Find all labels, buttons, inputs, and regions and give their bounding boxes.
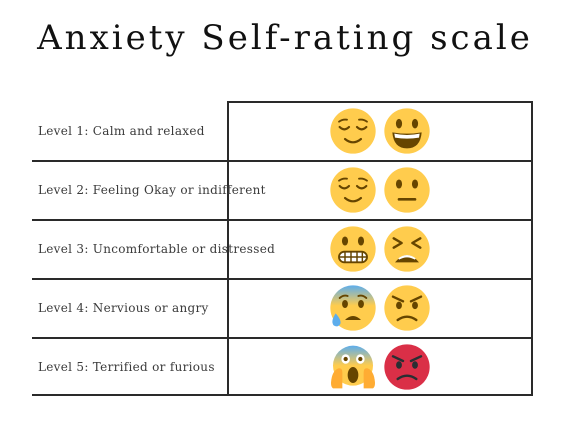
table-divider-2 — [32, 219, 532, 221]
neutral-face-icon — [383, 167, 430, 213]
level-4-label: Level 4: Nervious or angry — [38, 301, 209, 315]
level-5-label: Level 5: Terrified or furious — [38, 360, 215, 374]
anxious-sweat-face-icon — [329, 285, 376, 331]
level-2-label: Level 2: Feeling Okay or indifferent — [38, 183, 266, 197]
level-1-emojis — [228, 102, 531, 160]
table-divider-3 — [32, 278, 532, 280]
level-4-emojis — [228, 279, 531, 337]
relieved-face-icon — [329, 108, 376, 154]
table-divider-1 — [32, 160, 532, 162]
table-column-divider — [227, 101, 229, 396]
table-border-right — [531, 101, 533, 396]
level-3-label: Level 3: Uncomfortable or distressed — [38, 242, 276, 256]
level-5-emojis — [228, 338, 531, 396]
level-1-label: Level 1: Calm and relaxed — [38, 124, 205, 138]
grinning-face-icon — [383, 108, 430, 154]
table-border-top — [228, 101, 532, 103]
table-border-bottom — [32, 394, 532, 396]
page-title: Anxiety Self-rating scale — [37, 18, 533, 58]
angry-face-icon — [383, 285, 430, 331]
table-divider-4 — [32, 337, 532, 339]
tired-face-icon — [383, 226, 430, 272]
grimacing-face-icon — [329, 226, 376, 272]
level-3-emojis — [228, 220, 531, 278]
level-2-emojis — [228, 161, 531, 219]
pouting-red-face-icon — [383, 344, 430, 390]
screaming-face-icon — [330, 345, 375, 389]
relieved-face-icon — [329, 167, 376, 213]
